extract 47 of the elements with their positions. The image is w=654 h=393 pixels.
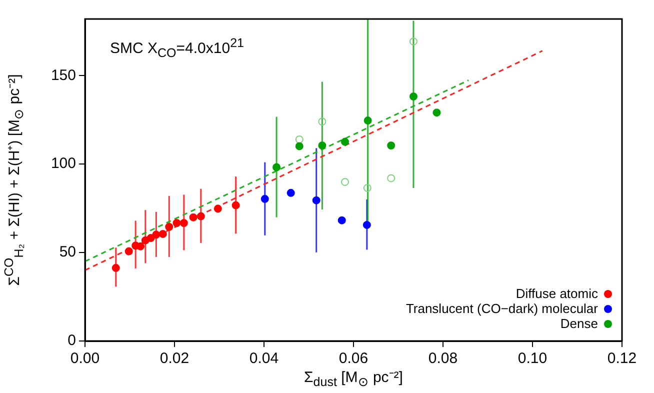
legend-label: Translucent (CO−dark) molecular xyxy=(406,301,598,316)
point xyxy=(387,142,396,150)
point xyxy=(409,37,418,46)
point xyxy=(409,92,418,100)
point xyxy=(232,201,240,210)
point xyxy=(318,118,326,126)
point xyxy=(387,174,396,182)
x-tick-label: 0.02 xyxy=(160,350,190,368)
point xyxy=(295,135,304,144)
y-tick-label: 50 xyxy=(59,244,76,261)
point xyxy=(312,196,320,204)
point xyxy=(341,178,349,186)
x-tick-label: 0.08 xyxy=(428,350,458,368)
y-tick-label: 0 xyxy=(68,332,76,350)
point xyxy=(158,230,167,238)
x-tick-label: 0.10 xyxy=(518,350,548,368)
point xyxy=(318,142,326,150)
point xyxy=(172,218,181,227)
x-axis-title: Σ$_{dust}$ [M$_{⊙}$ pc⁻²] xyxy=(303,368,404,389)
legend-label: Dense xyxy=(560,316,598,331)
point xyxy=(124,247,133,256)
y-tick-label: 150 xyxy=(50,66,76,84)
point xyxy=(180,218,188,227)
annotation: SMC X$_{CO}$=4.0x10$^{21}$ xyxy=(110,36,244,60)
point xyxy=(363,184,372,192)
x-tick-label: 0.00 xyxy=(70,350,100,368)
point xyxy=(152,230,160,239)
point xyxy=(341,138,349,146)
point xyxy=(165,222,174,231)
point xyxy=(432,108,441,117)
point xyxy=(189,213,198,222)
x-tick-label: 0.12 xyxy=(607,350,637,368)
point xyxy=(196,212,205,220)
point xyxy=(112,264,120,272)
point xyxy=(272,163,281,172)
point xyxy=(260,194,269,203)
point xyxy=(214,204,222,213)
x-tick-label: 0.06 xyxy=(338,350,368,368)
legend-label: Diffuse atomic xyxy=(516,286,598,301)
point xyxy=(146,234,155,242)
point xyxy=(286,188,295,197)
point xyxy=(338,216,346,224)
x-tick-label: 0.04 xyxy=(249,350,279,368)
point xyxy=(362,220,371,229)
point xyxy=(364,116,372,125)
point xyxy=(295,142,304,150)
y-tick-label: 100 xyxy=(50,155,76,172)
